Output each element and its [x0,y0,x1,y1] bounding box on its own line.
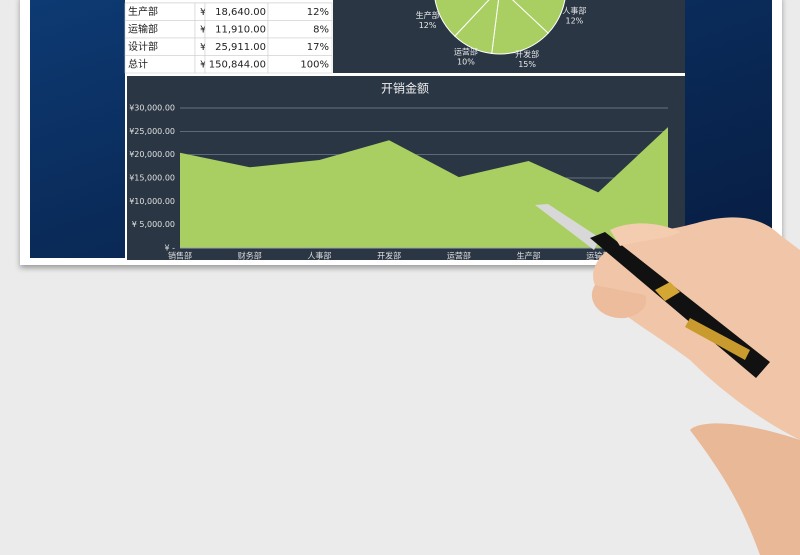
cell-text: 12% [307,7,329,18]
cell-text: 总计 [128,58,148,71]
cell-text: 生产部 [128,5,158,18]
pie-slice [434,0,490,37]
cell-text: 18,640.00 [215,7,266,18]
y-tick-label: ¥20,000.00 [129,150,175,159]
pie-value-label: 10% [457,57,475,66]
y-tick-label: ¥ 5,000.00 [132,220,175,229]
y-tick-label: ¥30,000.00 [129,104,175,113]
pen-band [655,282,680,301]
cell-text: ¥ [200,7,206,18]
pie-label: 开发部 [515,49,539,59]
pie-slice [491,0,549,55]
x-tick-label: 开发部 [377,251,401,261]
thumb [610,223,680,246]
cell-text: 150,844.00 [209,60,266,71]
wrist [690,423,800,555]
x-tick-label: 运营部 [447,251,471,261]
pie-label: 人事部 [562,5,586,15]
cell-text: 运输部 [128,23,158,36]
pie-value-label: 15% [518,60,536,69]
pie-label: 生产部 [416,10,440,20]
cell [267,55,333,74]
x-tick-label: 销售部 [168,251,192,261]
y-tick-label: ¥15,000.00 [129,174,175,183]
pie-label: 运营部 [454,46,478,56]
y-tick-label: ¥ - [164,244,175,253]
pen-nib [535,204,600,250]
pie-value-label: 12% [565,16,583,25]
cell-text: 设计部 [128,40,158,53]
cell-text: ¥ [200,60,206,71]
pen-clip [685,318,750,360]
pie-value-label: 12% [419,21,437,30]
x-tick-label: 生产部 [517,251,541,261]
y-tick-label: ¥10,000.00 [129,197,175,206]
cell-text: ¥ [200,25,206,36]
x-tick-label: 人事部 [307,251,331,261]
cell-text: 25,911.00 [215,42,266,53]
cell-text: 17% [307,42,329,53]
area [180,127,668,248]
x-tick-label: 财务部 [238,251,262,261]
chart-title: 开销金额 [381,81,429,96]
cell-text: 100% [300,60,329,71]
cell-text: 8% [313,25,329,36]
y-tick-label: ¥25,000.00 [129,127,175,136]
hand-with-pen [535,204,800,555]
cell-text: 11,910.00 [215,25,266,36]
cell-text: ¥ [200,42,206,53]
finger [591,285,647,319]
x-tick-label: 运输部 [586,251,610,261]
